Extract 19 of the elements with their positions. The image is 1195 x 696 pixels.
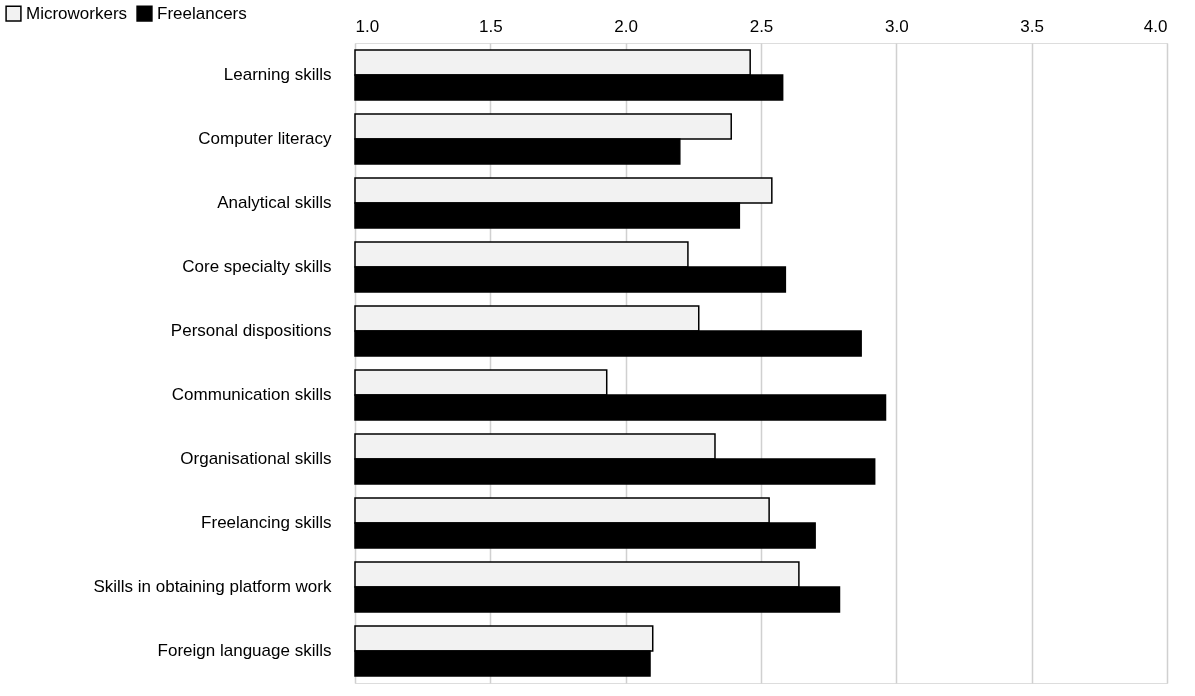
y-tick-label: Personal dispositions <box>170 321 332 340</box>
y-tick-label: Learning skills <box>223 65 332 84</box>
x-tick-label: 4.0 <box>1143 16 1168 36</box>
x-tick-label: 1.5 <box>479 16 503 36</box>
y-tick-label: Foreign language skills <box>157 641 332 660</box>
x-tick-label: 2.0 <box>614 16 638 36</box>
y-tick-label: Computer literacy <box>198 129 332 148</box>
legend-label: Freelancers <box>157 3 247 23</box>
x-tick-label: 3.0 <box>885 16 909 36</box>
y-tick-label: Communication skills <box>171 385 332 404</box>
y-tick-label: Organisational skills <box>180 449 332 468</box>
x-tick-label: 3.5 <box>1020 16 1044 36</box>
y-tick-label: Core specialty skills <box>182 257 332 276</box>
y-tick-label: Skills in obtaining platform work <box>93 577 332 596</box>
x-tick-label: 2.5 <box>749 16 774 36</box>
y-tick-label: Freelancing skills <box>201 513 332 532</box>
legend-label: Microworkers <box>26 3 128 23</box>
x-tick-label: 1.0 <box>355 16 380 36</box>
y-tick-label: Analytical skills <box>217 193 332 212</box>
